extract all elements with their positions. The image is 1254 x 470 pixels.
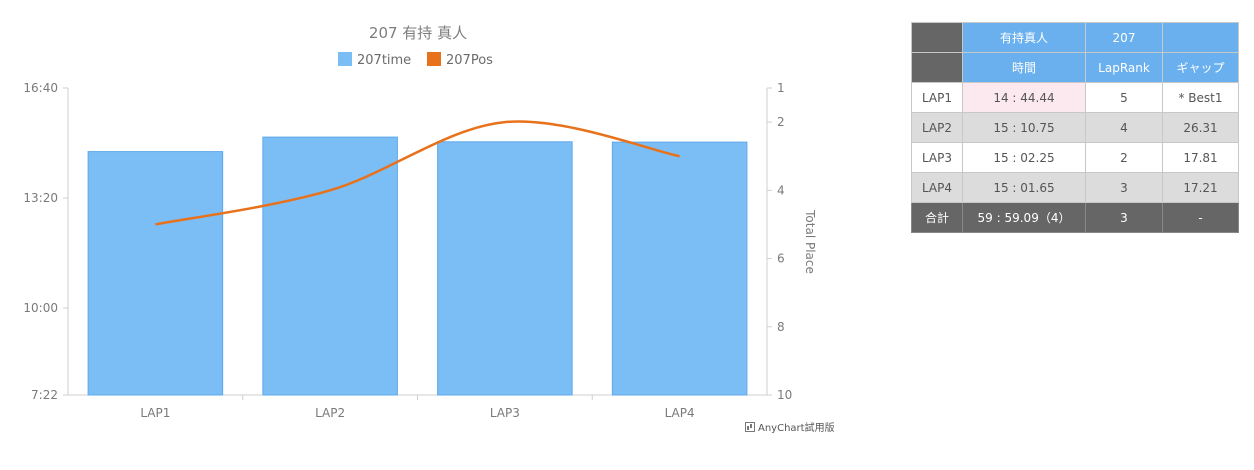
left-tick-label: 10:00 — [23, 301, 58, 315]
left-tick-label: 7:22 — [31, 388, 58, 402]
rank-cell: 2 — [1085, 142, 1163, 173]
lap-cell: LAP1 — [911, 82, 963, 113]
table-header-row-2: 時間 LapRank ギャップ — [911, 52, 1239, 83]
legend-swatch-time — [338, 52, 352, 66]
header-blank — [911, 22, 963, 53]
total-rank-cell: 3 — [1085, 202, 1163, 233]
header-laprank: LapRank — [1085, 52, 1163, 83]
legend-label-pos: 207Pos — [446, 53, 493, 68]
table-header-row-1: 有持真人 207 — [911, 22, 1239, 53]
x-tick-label: LAP4 — [665, 406, 695, 420]
x-tick-label: LAP3 — [490, 406, 520, 420]
total-gap-cell: - — [1162, 202, 1239, 233]
gap-cell: * Best1 — [1162, 82, 1239, 113]
chart-title: 207 有持 真人 — [369, 24, 467, 42]
table-row: LAP2 15 : 10.75 4 26.31 — [911, 112, 1239, 143]
table-total-row: 合計 59 : 59.09（4） 3 - — [911, 202, 1239, 233]
header-driver: 有持真人 — [962, 22, 1086, 53]
right-tick-label: 6 — [777, 252, 785, 266]
right-tick-label: 8 — [777, 320, 785, 334]
table-row: LAP4 15 : 01.65 3 17.21 — [911, 172, 1239, 203]
right-axis-label: Total Place — [803, 209, 817, 274]
anychart-credit: AnyChart試用版 — [745, 419, 835, 434]
header-empty — [1162, 22, 1239, 53]
header-time: 時間 — [962, 52, 1086, 83]
total-time-cell: 59 : 59.09（4） — [962, 202, 1086, 233]
header-blank-2 — [911, 52, 963, 83]
total-label-cell: 合計 — [911, 202, 963, 233]
header-number: 207 — [1085, 22, 1163, 53]
right-tick-label: 1 — [777, 81, 785, 95]
x-tick-label: LAP1 — [140, 406, 170, 420]
time-cell: 15 : 10.75 — [962, 112, 1086, 143]
bar-lap4 — [611, 141, 748, 396]
lap-cell: LAP4 — [911, 172, 963, 203]
left-tick-label: 13:20 — [23, 191, 58, 205]
bar-lap1 — [87, 151, 224, 396]
rank-cell: 4 — [1085, 112, 1163, 143]
time-cell: 15 : 01.65 — [962, 172, 1086, 203]
gap-cell: 17.21 — [1162, 172, 1239, 203]
time-cell: 14 : 44.44 — [962, 82, 1086, 113]
right-tick-label: 4 — [777, 183, 785, 197]
gap-cell: 17.81 — [1162, 142, 1239, 173]
left-tick-label: 16:40 — [23, 81, 58, 95]
lap-chart: 207 有持 真人 207time 207Pos 7:22 10:00 13:20 1… — [23, 24, 817, 420]
rank-cell: 3 — [1085, 172, 1163, 203]
table-row: LAP1 14 : 44.44 5 * Best1 — [911, 82, 1239, 113]
lap-table: 有持真人 207 時間 LapRank ギャップ LAP1 14 : 44.44… — [911, 22, 1239, 233]
right-tick-label: 10 — [777, 388, 792, 402]
header-gap: ギャップ — [1162, 52, 1239, 83]
gap-cell: 26.31 — [1162, 112, 1239, 143]
credit-text: AnyChart試用版 — [758, 423, 835, 434]
position-line — [155, 120, 680, 226]
lap-cell: LAP3 — [911, 142, 963, 173]
pos-line-path — [155, 120, 680, 226]
bar-lap2 — [262, 136, 398, 396]
bars — [87, 136, 748, 396]
chart-logo-icon — [745, 421, 755, 432]
table-row: LAP3 15 : 02.25 2 17.81 — [911, 142, 1239, 173]
rank-cell: 5 — [1085, 82, 1163, 113]
right-tick-label: 2 — [777, 115, 785, 129]
time-cell: 15 : 02.25 — [962, 142, 1086, 173]
legend-label-time: 207time — [357, 53, 411, 68]
legend: 207time 207Pos — [338, 52, 493, 68]
x-tick-label: LAP2 — [315, 406, 345, 420]
bar-lap3 — [437, 141, 573, 396]
lap-cell: LAP2 — [911, 112, 963, 143]
legend-swatch-pos — [427, 52, 441, 66]
